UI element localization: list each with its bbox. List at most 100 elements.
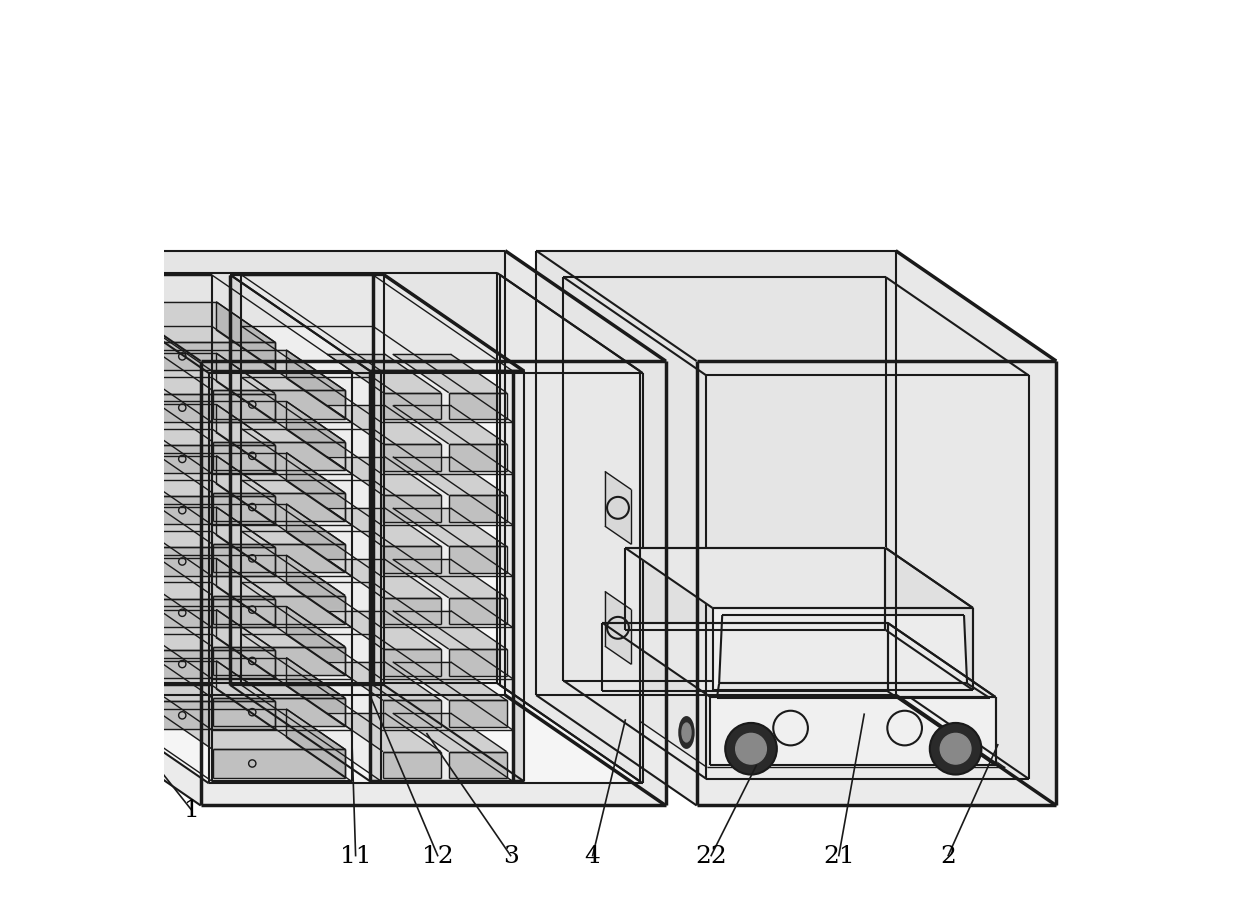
Ellipse shape <box>930 724 981 774</box>
Polygon shape <box>383 650 441 676</box>
Polygon shape <box>393 662 507 700</box>
Polygon shape <box>286 350 345 419</box>
Polygon shape <box>242 531 513 628</box>
Polygon shape <box>143 496 275 525</box>
Polygon shape <box>393 508 507 547</box>
Polygon shape <box>717 684 990 698</box>
Polygon shape <box>242 686 513 781</box>
Polygon shape <box>143 446 275 473</box>
Polygon shape <box>143 599 275 627</box>
Polygon shape <box>594 689 1004 767</box>
Polygon shape <box>40 252 201 806</box>
Polygon shape <box>286 402 345 471</box>
Polygon shape <box>154 505 345 545</box>
Polygon shape <box>286 555 345 624</box>
Polygon shape <box>625 549 885 630</box>
Polygon shape <box>383 393 441 420</box>
Polygon shape <box>286 658 345 727</box>
Polygon shape <box>154 709 345 750</box>
Polygon shape <box>536 696 1056 806</box>
Polygon shape <box>625 549 973 608</box>
Polygon shape <box>500 276 640 781</box>
Polygon shape <box>83 302 275 343</box>
Polygon shape <box>216 354 275 423</box>
Polygon shape <box>719 616 967 684</box>
Polygon shape <box>154 607 345 647</box>
Polygon shape <box>242 276 513 371</box>
Polygon shape <box>383 752 441 778</box>
Polygon shape <box>83 456 275 496</box>
Polygon shape <box>888 623 996 766</box>
Polygon shape <box>40 252 666 361</box>
Polygon shape <box>603 691 996 766</box>
Polygon shape <box>449 650 507 676</box>
Polygon shape <box>327 508 441 547</box>
Polygon shape <box>40 696 666 806</box>
Polygon shape <box>286 453 345 522</box>
Polygon shape <box>83 610 275 651</box>
Polygon shape <box>383 547 441 573</box>
Ellipse shape <box>682 723 691 743</box>
Polygon shape <box>242 583 513 679</box>
Polygon shape <box>373 276 384 686</box>
Polygon shape <box>216 405 275 473</box>
Polygon shape <box>327 560 441 598</box>
Polygon shape <box>216 302 275 371</box>
Polygon shape <box>603 623 996 698</box>
Polygon shape <box>216 456 275 525</box>
Polygon shape <box>536 252 895 696</box>
Ellipse shape <box>940 733 971 765</box>
Polygon shape <box>449 393 507 420</box>
Polygon shape <box>242 327 513 423</box>
Polygon shape <box>286 709 345 777</box>
Polygon shape <box>83 354 275 394</box>
Polygon shape <box>371 371 382 781</box>
Polygon shape <box>216 507 275 576</box>
Polygon shape <box>449 547 507 573</box>
Polygon shape <box>711 698 996 766</box>
Polygon shape <box>371 371 513 781</box>
Polygon shape <box>327 713 441 752</box>
Polygon shape <box>885 549 973 690</box>
Polygon shape <box>393 355 507 393</box>
Polygon shape <box>713 608 973 690</box>
Polygon shape <box>143 343 275 371</box>
Polygon shape <box>327 662 441 700</box>
Polygon shape <box>242 634 513 731</box>
Polygon shape <box>216 610 275 678</box>
Polygon shape <box>40 252 505 696</box>
Text: 22: 22 <box>696 845 727 868</box>
Ellipse shape <box>725 724 776 774</box>
Polygon shape <box>449 598 507 625</box>
Polygon shape <box>63 684 642 784</box>
Polygon shape <box>536 252 1056 361</box>
Text: 1: 1 <box>184 799 200 822</box>
Polygon shape <box>393 457 507 495</box>
Polygon shape <box>212 391 345 419</box>
Polygon shape <box>154 453 345 494</box>
Ellipse shape <box>680 718 693 748</box>
Polygon shape <box>383 495 441 522</box>
Polygon shape <box>216 661 275 730</box>
Polygon shape <box>449 700 507 727</box>
Polygon shape <box>212 442 345 471</box>
Polygon shape <box>143 548 275 576</box>
Polygon shape <box>212 494 345 522</box>
Polygon shape <box>242 429 513 526</box>
Polygon shape <box>242 481 513 576</box>
Polygon shape <box>212 545 345 573</box>
Polygon shape <box>513 371 525 781</box>
Polygon shape <box>143 651 275 678</box>
Polygon shape <box>605 592 631 664</box>
Text: 3: 3 <box>502 845 518 868</box>
Text: 2: 2 <box>940 845 956 868</box>
Polygon shape <box>143 701 275 730</box>
Polygon shape <box>327 355 441 393</box>
Polygon shape <box>83 405 275 446</box>
Text: 21: 21 <box>823 845 854 868</box>
Polygon shape <box>83 559 275 599</box>
Polygon shape <box>383 598 441 625</box>
Polygon shape <box>383 445 441 471</box>
Polygon shape <box>327 457 441 495</box>
Polygon shape <box>154 555 345 596</box>
